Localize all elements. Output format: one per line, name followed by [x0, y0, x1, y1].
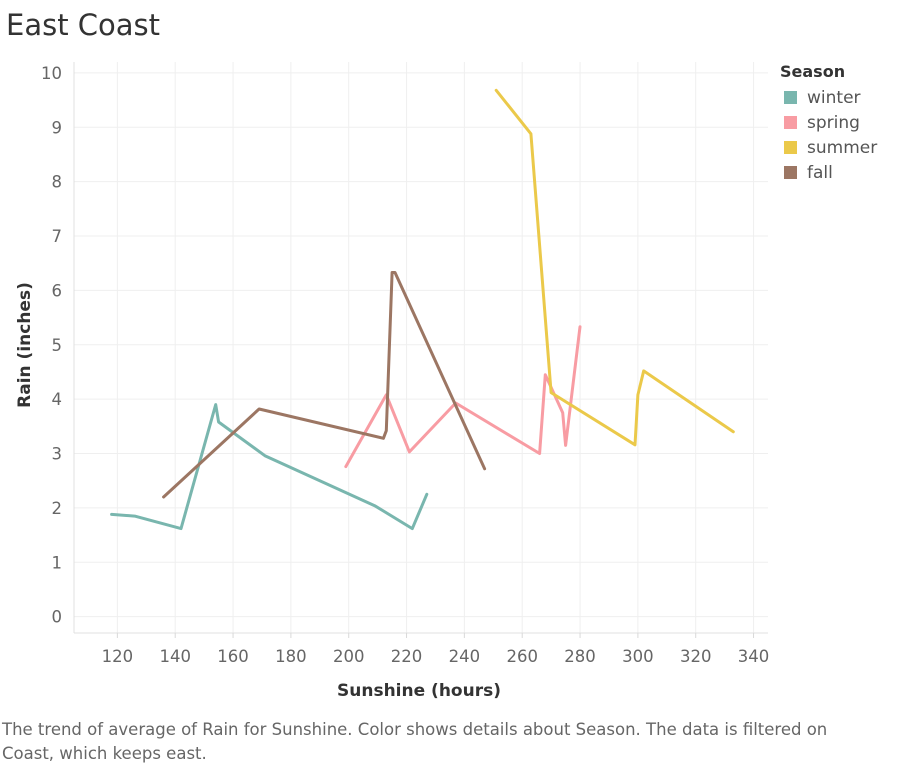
y-tick-label: 9	[52, 118, 63, 137]
legend-swatch	[784, 141, 797, 154]
y-axis-label: Rain (inches)	[15, 282, 35, 408]
axes: 120 140 160 180 200 220 240 260 280 300 320 340 0 1 2 3…	[41, 62, 769, 666]
chart-caption: The trend of average of Rain for Sunshin…	[2, 720, 828, 763]
x-tick-label: 320	[680, 647, 712, 666]
x-tick-label: 220	[391, 647, 423, 666]
x-tick-label: 260	[506, 647, 538, 666]
x-tick-label: 180	[275, 647, 307, 666]
y-tick-label: 0	[52, 608, 63, 627]
x-tick-label: 140	[159, 647, 191, 666]
legend-swatch	[784, 116, 797, 129]
legend-swatch	[784, 166, 797, 179]
series-line-fall	[162, 271, 487, 499]
y-tick-label: 10	[41, 64, 62, 83]
series-line-summer	[494, 88, 735, 447]
series-line-winter	[110, 403, 429, 531]
legend-item-fall[interactable]: fall	[780, 160, 877, 185]
series-lines	[110, 88, 735, 531]
x-tick-label: 160	[217, 647, 249, 666]
x-tick-label: 300	[622, 647, 654, 666]
chart-title: East Coast	[6, 8, 161, 42]
x-tick-label: 340	[738, 647, 770, 666]
grid-lines	[74, 62, 768, 633]
legend-label: winter	[807, 87, 861, 108]
y-tick-label: 3	[52, 445, 63, 464]
y-tick-label: 7	[52, 227, 63, 246]
y-tick-label: 1	[52, 553, 63, 572]
y-tick-label: 4	[52, 390, 63, 409]
x-tick-label: 240	[449, 647, 481, 666]
legend-item-summer[interactable]: summer	[780, 135, 877, 160]
x-tick-label: 280	[564, 647, 596, 666]
x-axis-label: Sunshine (hours)	[337, 681, 501, 701]
y-tick-label: 5	[52, 336, 63, 355]
legend-title: Season	[780, 62, 846, 81]
legend-swatch	[784, 91, 797, 104]
legend-item-winter[interactable]: winter	[780, 85, 877, 110]
y-tick-label: 6	[52, 281, 63, 300]
x-tick-label: 200	[333, 647, 365, 666]
x-tick-label: 120	[102, 647, 134, 666]
y-tick-label: 2	[52, 499, 63, 518]
legend: Season winter spring summer fall	[780, 62, 877, 185]
legend-item-spring[interactable]: spring	[780, 110, 877, 135]
series-line-spring	[344, 325, 582, 469]
legend-label: summer	[807, 137, 878, 158]
y-tick-label: 8	[52, 173, 63, 192]
legend-label: fall	[807, 162, 833, 183]
legend-label: spring	[807, 112, 860, 133]
